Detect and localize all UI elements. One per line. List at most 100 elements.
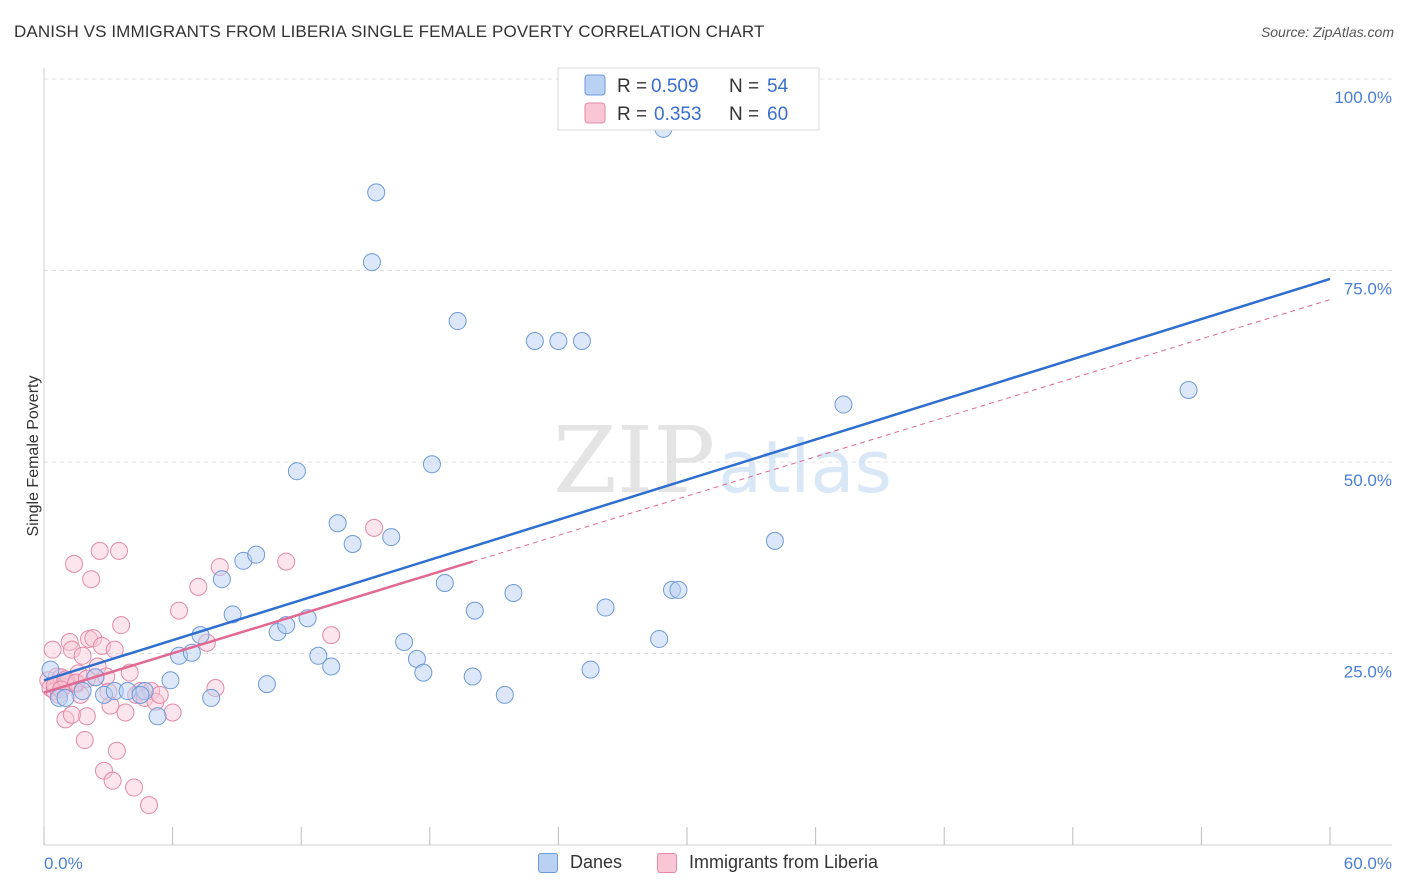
liberia-point (150, 685, 169, 704)
danes-point (362, 253, 381, 272)
danes-point (495, 685, 514, 704)
liberia-point (62, 705, 81, 724)
danes-legend-label: Danes (570, 852, 623, 872)
x-ticks: 0.0% 60.0% (43, 827, 1392, 873)
liberia-point (107, 741, 126, 760)
liberia-point (60, 633, 79, 652)
liberia-swatch (657, 852, 677, 873)
watermark-atlas: atlas (718, 425, 892, 509)
trend-lines (43, 277, 1331, 694)
danes-point (309, 646, 328, 665)
danes-point (328, 514, 347, 533)
source-label: Source: ZipAtlas.com (1260, 24, 1394, 40)
danes-point (581, 660, 600, 679)
danes-point (596, 598, 615, 617)
liberia-n-label: N = (729, 104, 759, 125)
danes-point (669, 580, 688, 599)
danes-n-label: N = (729, 76, 759, 97)
liberia-point (140, 796, 159, 815)
danes-point (422, 455, 441, 474)
danes-point (395, 633, 414, 652)
watermark-zip: ZIP (553, 407, 715, 514)
danes-point (223, 605, 242, 624)
danes-point (382, 528, 401, 547)
legend-liberia: Immigrants from Liberia (657, 852, 878, 873)
danes-point (148, 707, 167, 726)
danes-point (435, 574, 454, 593)
danes-swatch (538, 852, 558, 873)
y-tick-label: 100.0% (1334, 88, 1392, 107)
danes-point (504, 583, 523, 602)
liberia-point (163, 703, 182, 722)
x-tick-label-min: 0.0% (44, 854, 83, 873)
liberia-point (322, 626, 341, 645)
danes-point (463, 667, 482, 686)
liberia-r-value: 0.353 (654, 104, 702, 125)
liberia-point (56, 710, 75, 729)
danes-legend-swatch (584, 74, 606, 96)
danes-point (414, 663, 433, 682)
danes-point (257, 675, 276, 694)
danes-point (161, 671, 180, 690)
danes-point (448, 312, 467, 331)
danes-point (367, 183, 386, 202)
liberia-trend-extension (472, 299, 1331, 563)
liberia-n-value: 60 (767, 104, 788, 125)
liberia-legend-label: Immigrants from Liberia (689, 852, 879, 872)
danes-point (322, 657, 341, 676)
danes-point (202, 688, 221, 707)
danes-points (41, 119, 1198, 726)
y-tick-label: 25.0% (1344, 663, 1392, 682)
y-tick-label: 50.0% (1344, 471, 1392, 490)
axes (43, 68, 1392, 846)
danes-point (525, 331, 544, 350)
danes-r-label: R = (617, 76, 647, 97)
liberia-point (170, 601, 189, 620)
danes-point (549, 331, 568, 350)
stats-legend: R = 0.509 N = 54 R = 0.353 N = 60 (557, 67, 820, 131)
y-tick-label: 75.0% (1344, 280, 1392, 299)
chart-title: DANISH VS IMMIGRANTS FROM LIBERIA SINGLE… (14, 22, 765, 41)
liberia-point (77, 707, 96, 726)
danes-n-value: 54 (767, 76, 789, 97)
liberia-legend-swatch (584, 102, 606, 124)
danes-point (650, 629, 669, 648)
danes-point (765, 531, 784, 550)
liberia-point (110, 541, 129, 560)
liberia-point (103, 771, 122, 790)
danes-point (343, 534, 362, 553)
liberia-point (82, 570, 101, 589)
liberia-point (90, 541, 109, 560)
watermark: ZIP atlas (553, 407, 892, 514)
danes-point (73, 682, 92, 701)
liberia-point (365, 518, 384, 537)
danes-point (465, 601, 484, 620)
liberia-point (73, 646, 92, 665)
liberia-point (65, 554, 84, 573)
liberia-trend-line (43, 560, 474, 694)
danes-point (572, 331, 591, 350)
y-tick-labels: 25.0% 50.0% 75.0% 100.0% (1334, 88, 1392, 682)
danes-point (212, 570, 231, 589)
liberia-point (62, 640, 81, 659)
liberia-r-label: R = (617, 104, 647, 125)
legend-danes: Danes (538, 852, 622, 873)
danes-point (56, 688, 75, 707)
liberia-point (75, 731, 94, 750)
liberia-point (116, 703, 135, 722)
danes-point (1179, 380, 1198, 399)
danes-point (287, 462, 306, 481)
gridlines (44, 78, 1392, 654)
liberia-point (277, 552, 296, 571)
danes-point (247, 545, 266, 564)
danes-point (131, 685, 150, 704)
danes-point (834, 395, 853, 414)
danes-r-value: 0.509 (651, 76, 699, 97)
x-tick-label-max: 60.0% (1344, 854, 1392, 873)
liberia-point (112, 616, 131, 635)
liberia-point (125, 778, 144, 797)
liberia-point (189, 577, 208, 596)
liberia-point (43, 640, 62, 659)
danes-trend-line (43, 277, 1331, 682)
